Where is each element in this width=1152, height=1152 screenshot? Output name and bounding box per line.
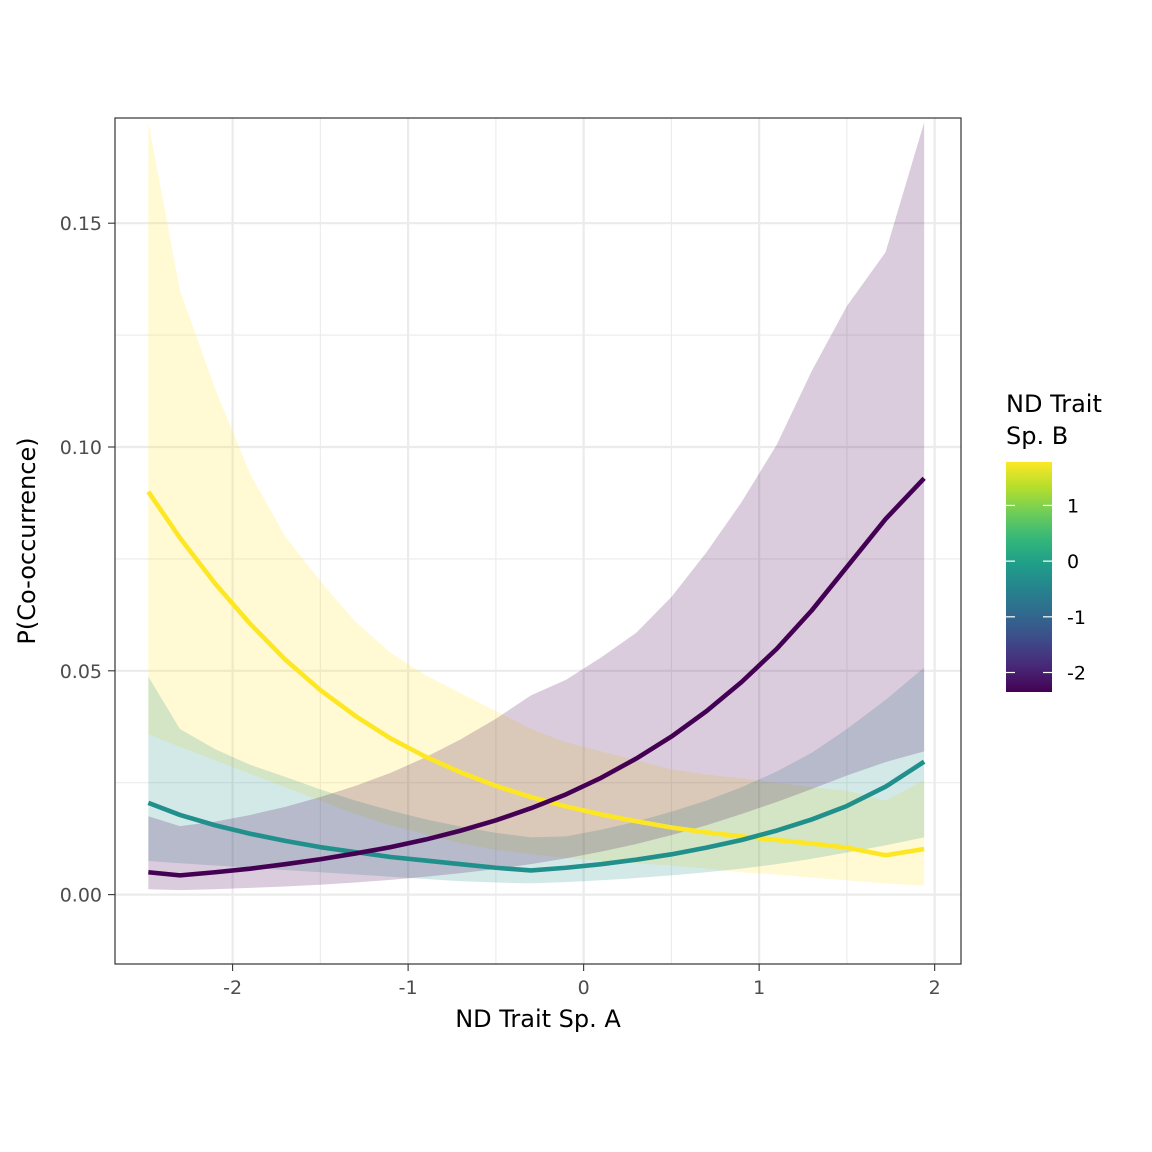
series-line-0 xyxy=(146,490,925,858)
y-axis-title: P(Co-occurrence) xyxy=(13,437,41,644)
legend-colorbar xyxy=(1006,462,1052,692)
colorbar-tick-label: 1 xyxy=(1067,495,1079,517)
minor-gridlines xyxy=(115,118,961,964)
confidence-bands xyxy=(148,122,925,891)
x-tick-label: -2 xyxy=(223,977,242,999)
colorbar-tick-label: 0 xyxy=(1067,551,1079,573)
confidence-band-2 xyxy=(148,122,925,891)
x-tick-label: 0 xyxy=(578,977,590,999)
x-tick-label: 2 xyxy=(929,977,941,999)
y-tick-label: 0.05 xyxy=(60,661,102,683)
x-axis-title: ND Trait Sp. A xyxy=(455,1005,621,1033)
series-line-2 xyxy=(148,476,926,878)
confidence-band-0 xyxy=(148,122,925,886)
x-tick-label: 1 xyxy=(753,977,765,999)
y-axis: 0.00 0.05 0.10 0.15 xyxy=(60,213,115,907)
series-line-1 xyxy=(147,759,926,873)
colorbar-tick-label: -1 xyxy=(1067,607,1086,629)
legend-colorbar-ticks: 1 0 -1 -2 xyxy=(1006,495,1086,685)
legend-title-line-2: Sp. B xyxy=(1006,422,1068,450)
series-lines xyxy=(146,476,926,878)
panel-border xyxy=(114,117,962,965)
y-tick-label: 0.00 xyxy=(60,885,102,907)
y-tick-label: 0.10 xyxy=(60,437,102,459)
confidence-band-1 xyxy=(148,667,925,884)
legend-title-line-1: ND Trait xyxy=(1006,390,1102,418)
major-gridlines xyxy=(115,118,961,964)
x-tick-label: -1 xyxy=(399,977,418,999)
colorbar-tick-label: -2 xyxy=(1067,663,1086,685)
y-tick-label: 0.15 xyxy=(60,213,102,235)
legend: ND Trait Sp. B 1 0 -1 -2 xyxy=(1006,390,1102,692)
x-axis: -2 -1 0 1 2 xyxy=(223,964,941,999)
